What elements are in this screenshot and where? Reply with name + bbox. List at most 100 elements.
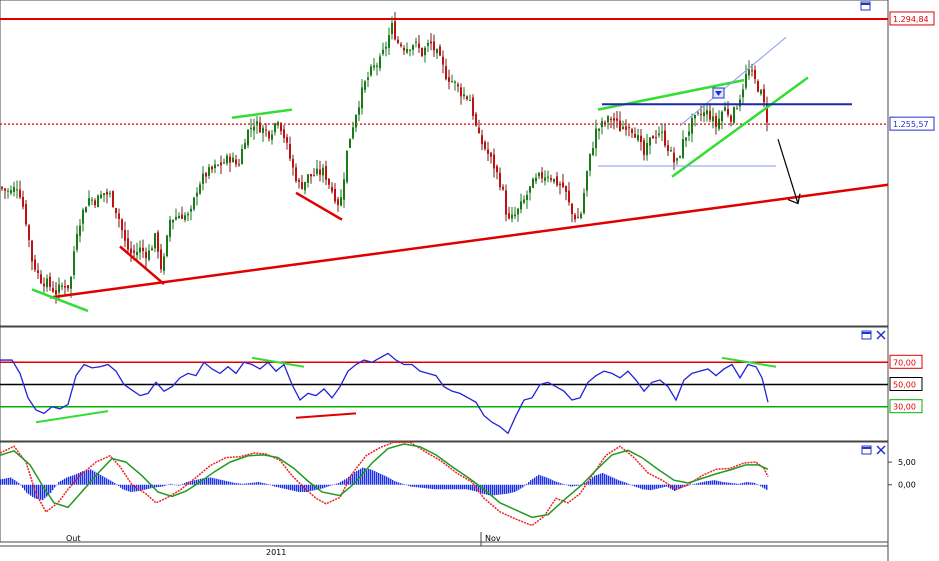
macd-signal-line bbox=[0, 441, 769, 527]
candle-body bbox=[634, 133, 636, 138]
macd-histogram-bar bbox=[572, 484, 574, 487]
macd-histogram-bar bbox=[578, 484, 580, 486]
macd-histogram-bar bbox=[202, 478, 204, 485]
macd-histogram-bar bbox=[548, 478, 550, 485]
macd-histogram-bar bbox=[226, 481, 228, 485]
macd-histogram-bar bbox=[408, 484, 410, 486]
macd-histogram-bar bbox=[92, 470, 94, 485]
macd-histogram-bar bbox=[116, 484, 118, 486]
macd-histogram-bar bbox=[240, 483, 242, 485]
candle-body bbox=[352, 127, 354, 139]
candle-body bbox=[460, 87, 462, 97]
macd-histogram-bar bbox=[606, 474, 608, 485]
candle-body bbox=[382, 49, 384, 54]
macd-histogram-bar bbox=[490, 484, 492, 496]
macd-histogram-bar bbox=[372, 470, 374, 485]
macd-histogram-bar bbox=[134, 484, 136, 492]
candle-body bbox=[139, 247, 141, 253]
macd-histogram-bar bbox=[52, 484, 54, 491]
macd-histogram-bar bbox=[154, 484, 156, 488]
candle-body bbox=[664, 130, 666, 146]
candle-body bbox=[19, 189, 21, 198]
macd-histogram-bar bbox=[716, 480, 718, 485]
alert-marker-icon[interactable] bbox=[712, 87, 725, 99]
candle-body bbox=[22, 197, 24, 207]
candle-body bbox=[625, 126, 627, 130]
macd-panel-maximize-button[interactable] bbox=[861, 445, 872, 455]
macd-histogram-bar bbox=[392, 479, 394, 485]
price-panel-maximize-button[interactable] bbox=[860, 1, 871, 11]
candle-body bbox=[205, 173, 207, 177]
candle-body bbox=[682, 139, 684, 158]
macd-histogram-bar bbox=[486, 484, 488, 495]
macd-histogram-bar bbox=[702, 482, 704, 485]
candle-body bbox=[346, 150, 348, 182]
macd-histogram-bar bbox=[320, 484, 322, 489]
candle-body bbox=[601, 121, 603, 128]
macd-histogram-bar bbox=[678, 484, 680, 490]
candle-body bbox=[535, 177, 537, 182]
candle-body bbox=[385, 46, 387, 49]
macd-histogram-bar bbox=[686, 484, 688, 487]
candle-body bbox=[574, 214, 576, 220]
oscillator-panel-close-button[interactable] bbox=[876, 330, 886, 340]
macd-histogram-bar bbox=[612, 477, 614, 485]
candle-body bbox=[487, 149, 489, 154]
macd-histogram-bar bbox=[174, 484, 176, 486]
macd-histogram-bar bbox=[400, 483, 402, 485]
macd-histogram-bar bbox=[628, 483, 630, 485]
candle-body bbox=[613, 118, 615, 121]
candle-body bbox=[4, 188, 6, 191]
macd-histogram-bar bbox=[594, 475, 596, 485]
candle-body bbox=[475, 113, 477, 126]
candle-body bbox=[157, 232, 159, 252]
macd-histogram-bar bbox=[496, 484, 498, 495]
macd-histogram-bar bbox=[342, 480, 344, 485]
oscillator-green-line bbox=[251, 356, 305, 368]
candle-body bbox=[451, 81, 453, 83]
macd-histogram-bar bbox=[190, 481, 192, 485]
candle-body bbox=[388, 35, 390, 49]
macd-histogram-bar bbox=[80, 472, 82, 485]
macd-histogram-bar bbox=[214, 478, 216, 485]
macd-histogram-bar bbox=[292, 484, 294, 491]
macd-histogram-bar bbox=[734, 483, 736, 485]
candle-body bbox=[361, 87, 363, 109]
macd-histogram-bar bbox=[604, 473, 606, 485]
candle-body bbox=[499, 172, 501, 188]
candle-body bbox=[49, 276, 51, 287]
macd-histogram-bar bbox=[564, 484, 566, 486]
candle-body bbox=[745, 73, 747, 88]
candle-body bbox=[466, 96, 468, 100]
macd-histogram-bar bbox=[528, 482, 530, 485]
macd-histogram-bar bbox=[742, 482, 744, 485]
macd-histogram-bar bbox=[354, 472, 356, 485]
macd-histogram-bar bbox=[252, 482, 254, 485]
macd-histogram-bar bbox=[170, 483, 172, 485]
candle-body bbox=[259, 122, 261, 133]
macd-histogram-bar bbox=[730, 482, 732, 485]
macd-histogram-bar bbox=[480, 484, 482, 494]
candle-body bbox=[46, 278, 48, 288]
candle-body bbox=[124, 230, 126, 241]
oscillator-level-label: 50,00 bbox=[893, 381, 916, 390]
macd-histogram-bar bbox=[538, 474, 540, 485]
oscillator-level-label: 70,00 bbox=[893, 358, 916, 367]
candle-body bbox=[691, 118, 693, 134]
candle-body bbox=[328, 178, 330, 185]
candle-body bbox=[415, 41, 417, 43]
macd-panel-close-button[interactable] bbox=[876, 445, 886, 455]
macd-ytick-label: 0,00 bbox=[898, 481, 916, 490]
candle-body bbox=[166, 235, 168, 257]
macd-histogram-bar bbox=[498, 484, 500, 495]
macd-histogram-bar bbox=[672, 484, 674, 490]
macd-histogram-bar bbox=[430, 484, 432, 489]
macd-histogram-bar bbox=[120, 484, 122, 488]
macd-histogram-bar bbox=[344, 479, 346, 485]
candle-body bbox=[301, 182, 303, 190]
candle-body bbox=[199, 184, 201, 194]
candle-body bbox=[673, 152, 675, 163]
candle-body bbox=[556, 176, 558, 186]
oscillator-panel-maximize-button[interactable] bbox=[861, 330, 872, 340]
candle-body bbox=[97, 195, 99, 208]
